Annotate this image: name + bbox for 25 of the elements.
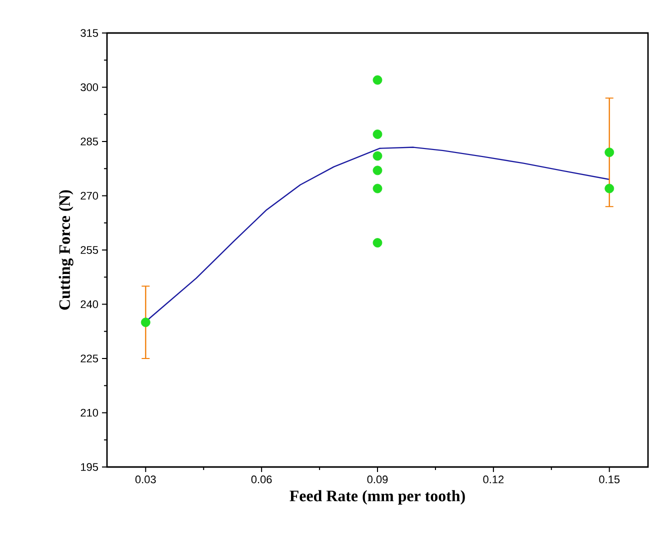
y-tick-label: 255 <box>80 246 98 254</box>
y-tick-label: 240 <box>80 300 98 308</box>
y-axis-title: Cutting Force (N) <box>58 190 74 310</box>
point <box>372 75 382 85</box>
point <box>372 238 382 248</box>
y-tick-label: 315 <box>80 29 98 37</box>
x-tick-label: 0.03 <box>135 476 156 484</box>
y-tick-label: 195 <box>81 463 98 471</box>
y-tick-label: 270 <box>80 192 98 200</box>
x-tick-label: 0.15 <box>599 476 620 484</box>
x-tick-label: 0.12 <box>483 476 504 484</box>
y-tick-label: 285 <box>80 138 98 146</box>
y-tick-label: 300 <box>80 83 98 92</box>
x-axis-title: Feed Rate (mm per tooth) <box>290 490 465 505</box>
point <box>372 166 382 176</box>
point <box>604 148 614 158</box>
point <box>372 151 382 161</box>
point <box>372 130 382 139</box>
y-tick-label: 225 <box>80 354 98 362</box>
point <box>372 184 382 194</box>
point <box>140 318 150 328</box>
x-tick-label: 0.09 <box>367 476 388 484</box>
point <box>604 184 614 194</box>
y-tick-label: 210 <box>80 408 98 417</box>
x-tick-label: 0.06 <box>251 476 272 484</box>
